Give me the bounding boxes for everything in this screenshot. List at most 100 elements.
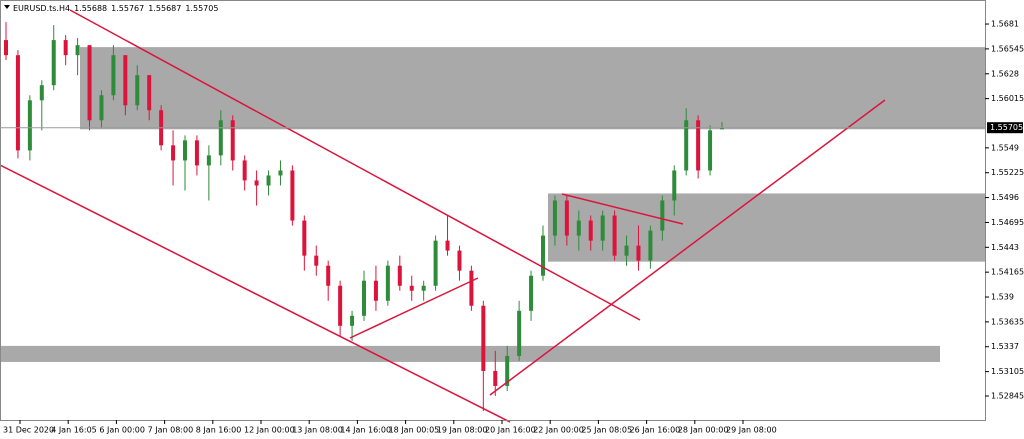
x-tick-label: 7 Jan 08:00: [148, 426, 194, 435]
candle-body: [493, 370, 498, 386]
candle-body: [517, 310, 522, 356]
candle-body: [39, 85, 44, 101]
candle-body: [684, 120, 689, 171]
candle-body: [87, 45, 92, 121]
y-tick-label: 1.53105: [991, 367, 1024, 376]
candle-body: [696, 120, 701, 171]
candle-body: [433, 240, 438, 286]
candle-body: [720, 127, 724, 130]
header-value: 1.55705: [185, 4, 218, 13]
header-value: 1.55688: [74, 4, 107, 13]
y-tick-label: 1.539: [991, 293, 1014, 302]
trend-line: [0, 164, 511, 423]
y-tick-label: 1.5681: [991, 20, 1019, 29]
candle-body: [135, 75, 140, 106]
candle-body: [27, 100, 32, 151]
candle-body: [326, 265, 331, 286]
candle-body: [171, 145, 176, 161]
candles: [4, 22, 724, 411]
candle-body: [338, 285, 343, 326]
trend-line: [349, 277, 479, 339]
y-tick-label: 1.56015: [991, 94, 1024, 103]
candle-body: [469, 270, 474, 306]
candle-body: [4, 40, 8, 56]
candle-body: [600, 215, 605, 241]
candle-body: [147, 75, 152, 111]
chart-title: EURUSD.ts.H4 1.55688 1.55767 1.55687 1.55705: [13, 4, 218, 13]
last-price-label: 1.55705: [990, 123, 1023, 132]
candle-body: [660, 200, 665, 231]
y-tick-label: 1.5628: [991, 69, 1019, 78]
candle-body: [63, 40, 68, 56]
candle-body: [588, 220, 593, 241]
y-tick-label: 1.5337: [991, 342, 1019, 351]
x-tick-label: 31 Dec 2020: [3, 426, 54, 435]
header-icon: [4, 5, 10, 9]
y-tick-label: 1.56545: [991, 44, 1024, 53]
x-tick-label: 14 Jan 16:00: [340, 426, 391, 435]
zone: [0, 345, 940, 362]
candle-body: [278, 170, 283, 176]
candle-body: [457, 250, 462, 271]
x-tick-label: 22 Jan 00:00: [533, 426, 584, 435]
header-value: 1.55687: [148, 4, 181, 13]
chart-header: EURUSD.ts.H4 1.55688 1.55767 1.55687 1.55705: [4, 4, 218, 13]
candle-body: [218, 120, 223, 156]
x-tick-label: 18 Jan 00:05: [389, 426, 440, 435]
candle-body: [481, 305, 486, 371]
title-text: EURUSD.ts.H4: [13, 4, 70, 13]
candle-body: [206, 155, 211, 166]
x-tick-label: 25 Jan 08:05: [581, 426, 632, 435]
trend-line: [489, 99, 886, 396]
candle-body: [529, 275, 534, 311]
trend-line: [69, 9, 641, 321]
last-price-box: [987, 122, 1023, 134]
candle-body: [230, 120, 235, 161]
candle-body: [111, 55, 116, 96]
candle-body: [350, 315, 355, 326]
candle-body: [51, 40, 56, 86]
candle-body: [421, 285, 426, 291]
x-tick-label: 6 Jan 00:00: [99, 426, 145, 435]
y-tick-label: 1.53635: [991, 317, 1024, 326]
candle-body: [636, 245, 641, 261]
x-tick-label: 13 Jan 08:00: [292, 426, 343, 435]
trend-lines: [0, 9, 886, 423]
candle-body: [409, 285, 414, 291]
candle-body: [373, 280, 378, 301]
y-tick-label: 1.5496: [991, 193, 1019, 202]
candle-body: [242, 160, 247, 181]
candle-body: [672, 170, 677, 201]
y-tick-label: 1.5443: [991, 243, 1019, 252]
x-tick-label: 8 Jan 16:00: [196, 426, 242, 435]
x-tick-label: 26 Jan 16:00: [630, 426, 681, 435]
y-tick-label: 1.55225: [991, 168, 1024, 177]
candle-body: [648, 230, 653, 261]
x-tick-label: 12 Jan 00:00: [244, 426, 295, 435]
candle-body: [708, 130, 713, 171]
candle-body: [362, 280, 366, 316]
x-tick-label: 4 Jan 16:05: [51, 426, 97, 435]
candle-body: [385, 265, 390, 301]
x-tick-label: 29 Jan 08:00: [726, 426, 777, 435]
x-tick-label: 28 Jan 00:00: [678, 426, 729, 435]
candle-body: [183, 140, 187, 161]
y-tick-label: 1.5549: [991, 143, 1019, 152]
plot-frame: [0, 0, 986, 421]
zone: [548, 193, 985, 262]
y-tick-label: 1.54695: [991, 218, 1024, 227]
x-tick-label: 20 Jan 16:00: [485, 426, 536, 435]
header-value: 1.55767: [111, 4, 144, 13]
candle-body: [397, 265, 402, 286]
y-tick-label: 1.54165: [991, 268, 1024, 277]
x-tick-label: 19 Jan 08:00: [437, 426, 488, 435]
candle-body: [15, 55, 20, 151]
candle-body: [302, 220, 307, 256]
candle-body: [99, 95, 104, 121]
candle-body: [541, 235, 545, 276]
zones: [0, 47, 985, 362]
candle-body: [612, 215, 617, 256]
candle-body: [266, 175, 271, 186]
candle-body: [123, 55, 128, 106]
